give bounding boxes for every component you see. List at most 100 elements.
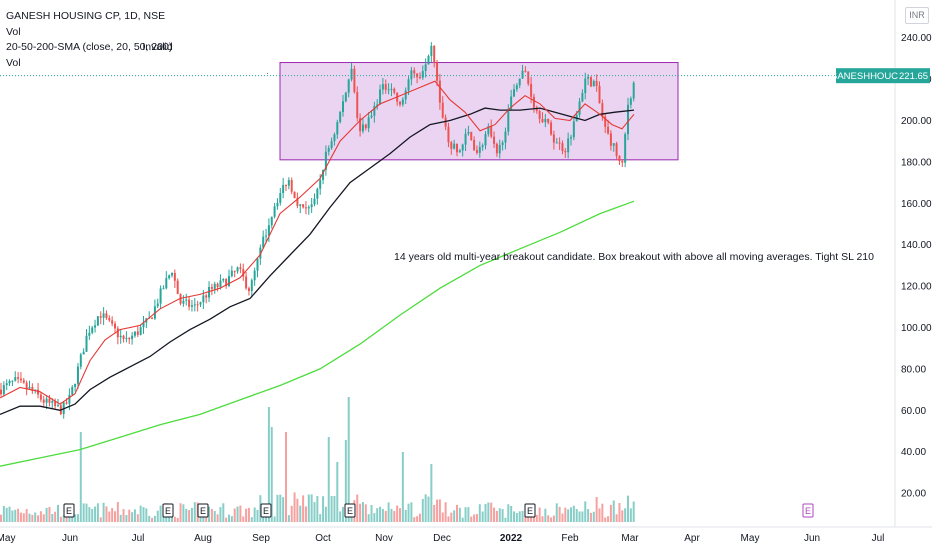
volume-bar xyxy=(210,508,213,522)
volume-bar xyxy=(74,514,77,522)
candle-body xyxy=(71,387,74,395)
candle-body xyxy=(458,150,461,153)
candle-body xyxy=(250,280,253,292)
y-tick-label: 180.00 xyxy=(901,157,932,168)
candle-body xyxy=(111,320,114,324)
sma-200-line[interactable] xyxy=(0,200,635,467)
volume-bar xyxy=(54,511,57,522)
volume-legend-2[interactable]: Vol xyxy=(6,56,21,69)
volume-bar xyxy=(216,514,219,522)
volume-bar xyxy=(367,514,370,522)
candle-body xyxy=(17,377,20,379)
volume-bar xyxy=(182,504,185,522)
volume-bar xyxy=(518,511,521,522)
candle-body xyxy=(230,270,233,277)
candle-body xyxy=(330,141,333,149)
candle-body xyxy=(270,216,273,226)
volume-bar xyxy=(584,501,587,522)
earnings-marker[interactable] xyxy=(802,503,814,518)
volume-bar xyxy=(133,509,136,522)
volume-legend[interactable]: Vol xyxy=(6,25,21,38)
volume-bar xyxy=(173,516,176,522)
candle-body xyxy=(290,180,293,192)
volume-bar xyxy=(609,504,612,522)
last-price-label[interactable]: GANESHHOUC 221.65 xyxy=(830,68,930,84)
volume-bar xyxy=(34,512,37,522)
volume-bar xyxy=(450,512,453,522)
volume-bar xyxy=(370,505,373,522)
candle-body xyxy=(587,76,590,79)
symbol-title[interactable]: GANESH HOUSING CP, 1D, NSE xyxy=(6,10,166,22)
sma-20-line[interactable] xyxy=(0,80,635,405)
candle-body xyxy=(51,401,54,403)
volume-bar xyxy=(473,514,476,522)
candle-body xyxy=(441,102,444,118)
volume-bar xyxy=(259,495,262,522)
y-tick-label: 160.00 xyxy=(901,199,932,210)
volume-bar xyxy=(148,515,151,522)
candle-body xyxy=(193,304,196,306)
volume-bar xyxy=(91,508,94,522)
volume-bar xyxy=(162,514,165,522)
candle-body xyxy=(199,302,202,305)
candle-body xyxy=(521,70,524,79)
volume-bar xyxy=(270,427,273,522)
earnings-marker[interactable] xyxy=(524,503,536,518)
earnings-marker[interactable] xyxy=(162,503,174,518)
candle-body xyxy=(239,267,242,269)
volume-bar xyxy=(330,495,333,522)
volume-bar xyxy=(76,514,79,522)
volume-bar xyxy=(592,511,595,522)
volume-bar xyxy=(313,502,316,522)
candle-body xyxy=(11,380,14,382)
sma-legend[interactable]: 20-50-200-SMA (close, 20, 50, 200)Invali… xyxy=(6,40,173,56)
volume-bar xyxy=(151,517,154,522)
volume-bar xyxy=(612,500,615,522)
volume-bar xyxy=(504,517,507,522)
candle-body xyxy=(122,335,125,339)
currency-badge[interactable]: INR xyxy=(905,7,929,24)
candle-body xyxy=(544,118,547,123)
volume-bar xyxy=(359,503,362,522)
volume-bar xyxy=(62,515,65,522)
earnings-marker[interactable] xyxy=(344,503,356,518)
volume-bar xyxy=(570,507,572,522)
earnings-marker[interactable] xyxy=(260,503,272,518)
y-tick-label: 100.00 xyxy=(901,323,932,334)
earnings-marker[interactable] xyxy=(197,503,209,518)
candle-body xyxy=(564,151,567,153)
volume-bar xyxy=(467,507,470,522)
candle-body xyxy=(490,126,493,137)
volume-bar xyxy=(618,503,621,522)
volume-bar xyxy=(510,505,513,522)
candle-body xyxy=(82,351,85,355)
earnings-marker-label: E xyxy=(527,506,533,516)
price-axis: 240.00220.00200.00180.00160.00140.00120.… xyxy=(901,33,932,499)
candle-body xyxy=(256,258,259,271)
earnings-marker[interactable] xyxy=(63,503,75,518)
candle-body xyxy=(621,160,624,163)
volume-bar xyxy=(552,515,555,522)
volume-bar xyxy=(581,511,584,522)
candle-body xyxy=(527,71,530,84)
volume-bar xyxy=(116,502,119,522)
volume-bar xyxy=(595,496,598,522)
candle-body xyxy=(433,45,436,63)
volume-bar xyxy=(242,516,245,522)
volume-bar xyxy=(102,502,105,522)
candle-body xyxy=(91,327,94,333)
volume-bar xyxy=(85,503,88,522)
volume-bar xyxy=(627,495,629,522)
sma-legend-suffix: Invalid xyxy=(142,41,173,53)
candle-body xyxy=(265,235,268,237)
volume-bar xyxy=(436,499,439,522)
candle-body xyxy=(282,184,285,194)
ticker-label: GANESHHOUC xyxy=(830,71,898,82)
volume-bar xyxy=(94,506,97,522)
candle-body xyxy=(136,331,139,335)
candle-body xyxy=(407,79,410,91)
candle-body xyxy=(302,204,305,208)
volume-bar xyxy=(430,464,433,522)
chart-annotation: 14 years old multi-year breakout candida… xyxy=(394,251,874,263)
